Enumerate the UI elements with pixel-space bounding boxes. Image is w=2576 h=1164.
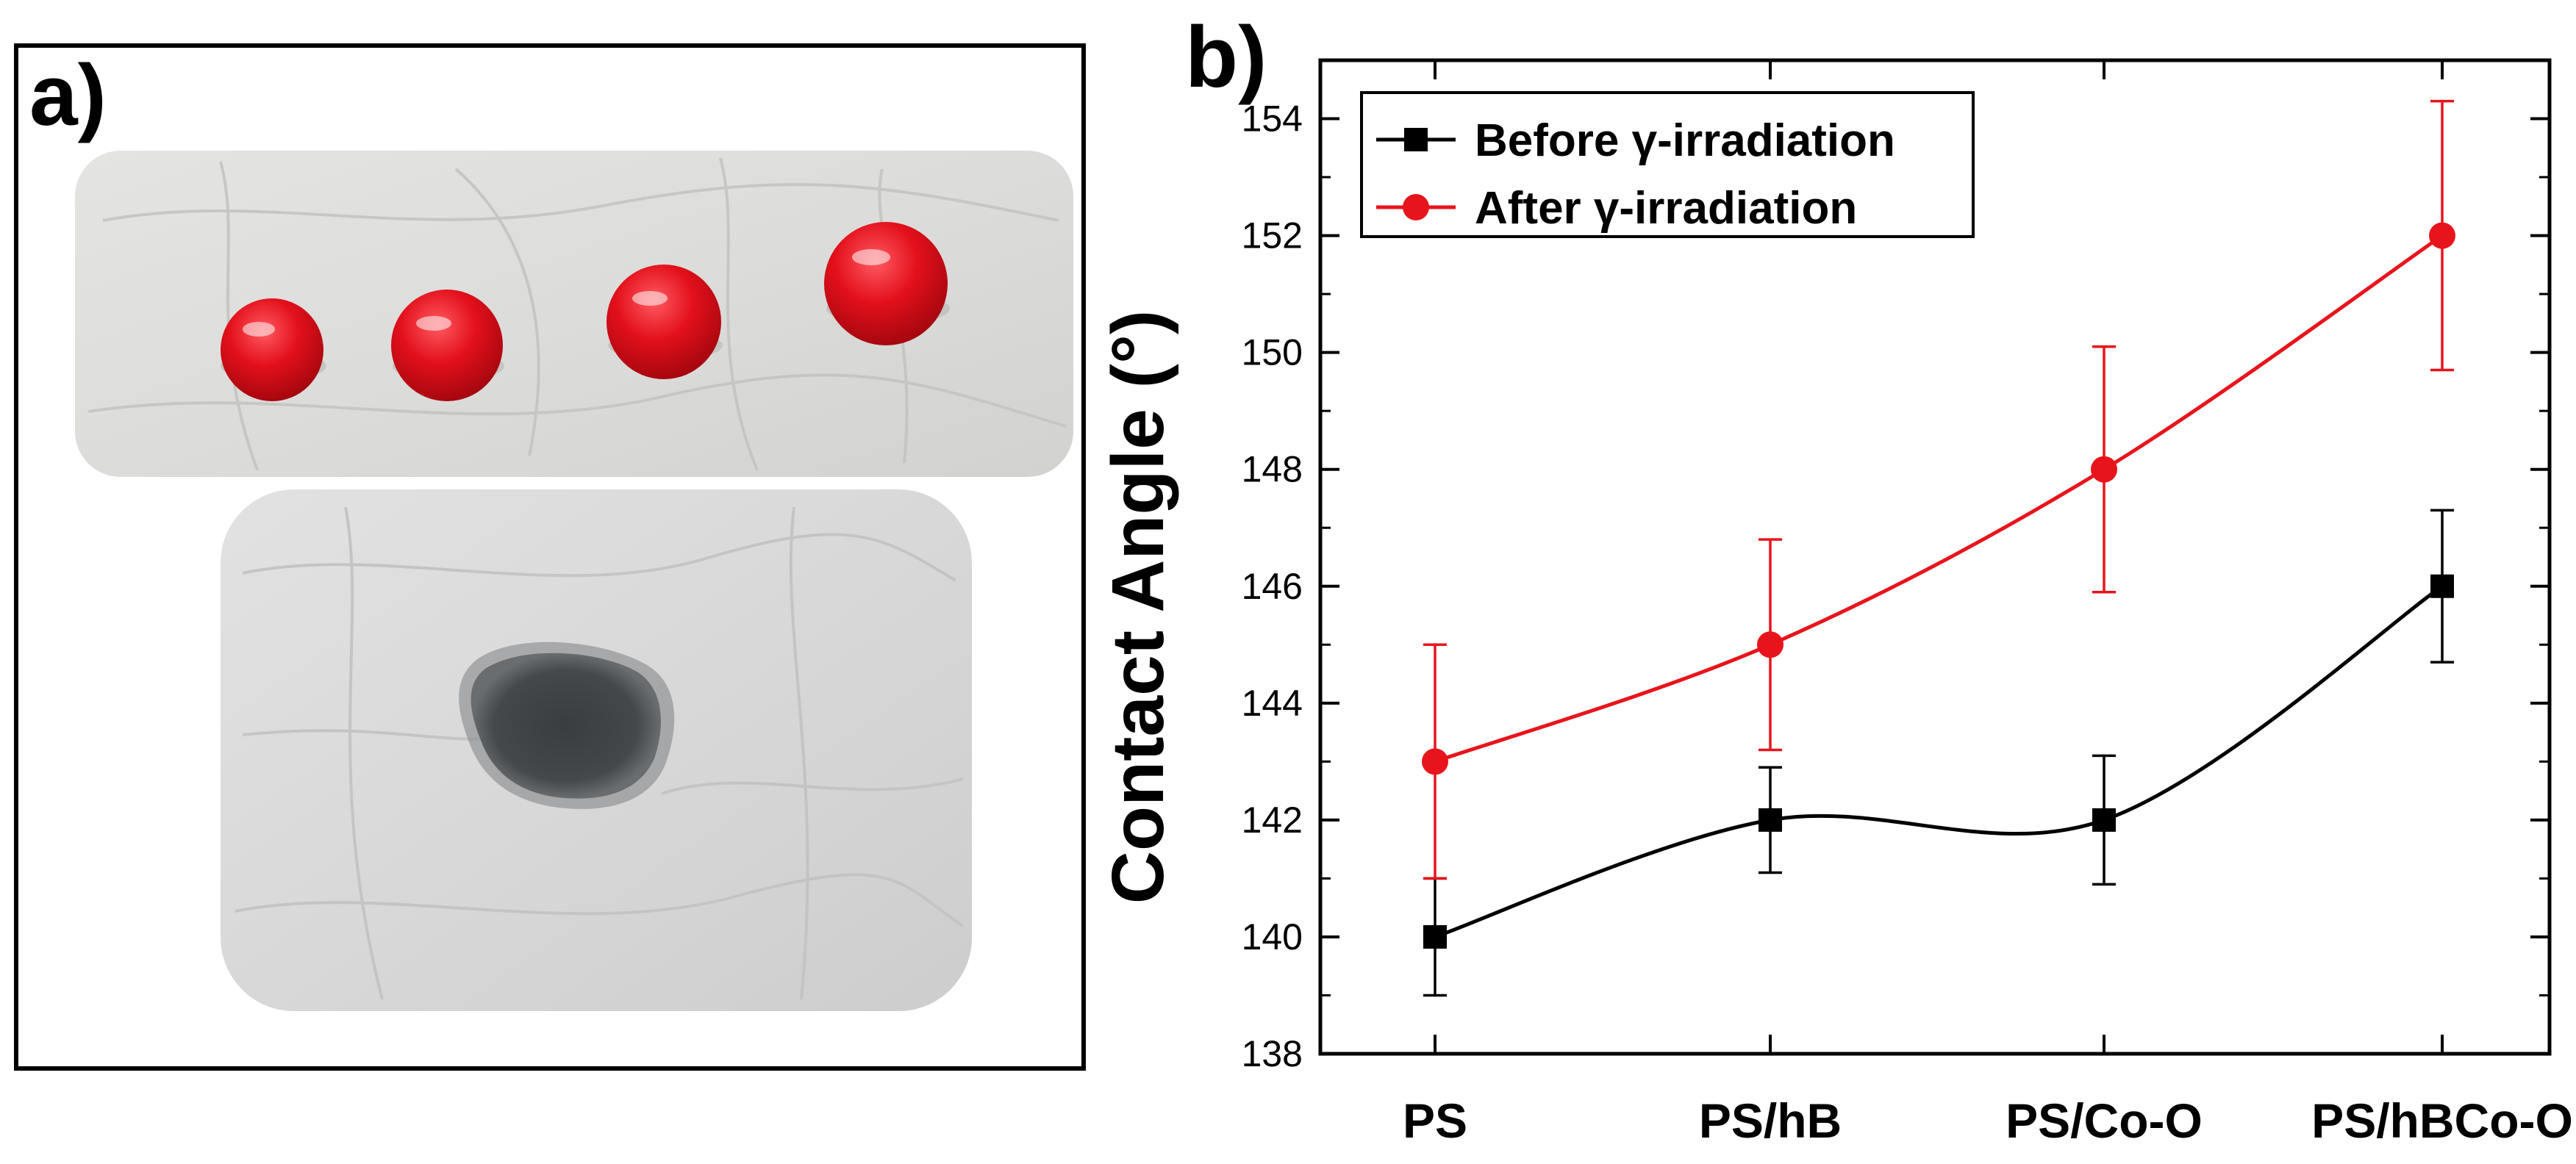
x-tick-label: PS/Co-O xyxy=(2006,1093,2203,1148)
before-point xyxy=(1423,924,1447,949)
series-after xyxy=(1422,99,2455,880)
after-point xyxy=(1422,748,1448,775)
after-line xyxy=(1434,234,2444,764)
legend-label-after: After γ-irradiation xyxy=(1475,183,1857,234)
series-before xyxy=(1423,509,2454,997)
before-point xyxy=(2430,574,2454,598)
before-point xyxy=(1759,808,1782,832)
x-tick-label: PS/hB xyxy=(1699,1093,1842,1148)
legend-marker-before xyxy=(1404,128,1428,151)
y-tick-label: 140 xyxy=(1242,916,1303,958)
y-tick-label: 142 xyxy=(1242,800,1303,841)
y-tick-label: 148 xyxy=(1242,449,1303,490)
panel-a-label: a) xyxy=(29,47,107,144)
x-axis: PS PS/hB PS/Co-O PS/hBCo-O xyxy=(1403,60,2573,1148)
legend-entry-after: After γ-irradiation xyxy=(1376,183,1857,234)
y-tick-label: 146 xyxy=(1242,566,1303,607)
panel-a: a) xyxy=(14,43,1086,1071)
y-tick-label: 154 xyxy=(1242,98,1303,140)
x-tick-label: PS xyxy=(1403,1093,1467,1148)
ink-stain xyxy=(459,642,675,809)
legend-entry-before: Before γ-irradiation xyxy=(1376,115,1895,166)
legend-marker-after xyxy=(1403,194,1429,220)
droplet xyxy=(824,222,948,345)
legend-label-before: Before γ-irradiation xyxy=(1475,115,1895,166)
after-point xyxy=(1757,631,1783,658)
red-droplets xyxy=(221,222,950,401)
y-axis: 138 140 142 144 146 148 150 152 154 xyxy=(1242,98,2550,1074)
x-tick-label: PS/hBCo-O xyxy=(2311,1093,2573,1148)
after-point xyxy=(2429,222,2455,249)
after-point xyxy=(2091,456,2117,483)
y-tick-label: 152 xyxy=(1242,215,1303,256)
y-tick-label: 150 xyxy=(1242,332,1303,373)
y-tick-label: 144 xyxy=(1242,683,1303,724)
droplet xyxy=(391,290,503,401)
droplet-photo xyxy=(75,151,1073,477)
droplet xyxy=(607,265,721,379)
y-axis-title: Contact Angle (°) xyxy=(1097,310,1179,904)
fabric-wrinkles-bottom xyxy=(235,506,965,1000)
before-line xyxy=(1434,584,2444,939)
panel-a-frame xyxy=(14,43,1086,1071)
droplet xyxy=(221,298,323,401)
legend: Before γ-irradiation After γ-irradiation xyxy=(1360,91,1975,238)
stain-photo xyxy=(221,489,972,1011)
chart: 138 140 142 144 146 148 150 152 154 PS PS/hB PS/Co… xyxy=(1097,58,2573,1148)
y-tick-label: 138 xyxy=(1242,1033,1303,1074)
legend-box xyxy=(1360,91,1975,238)
plot-area-frame xyxy=(1318,58,2552,1056)
before-point xyxy=(2092,808,2116,832)
panel-b-label: b) xyxy=(1185,9,1267,106)
